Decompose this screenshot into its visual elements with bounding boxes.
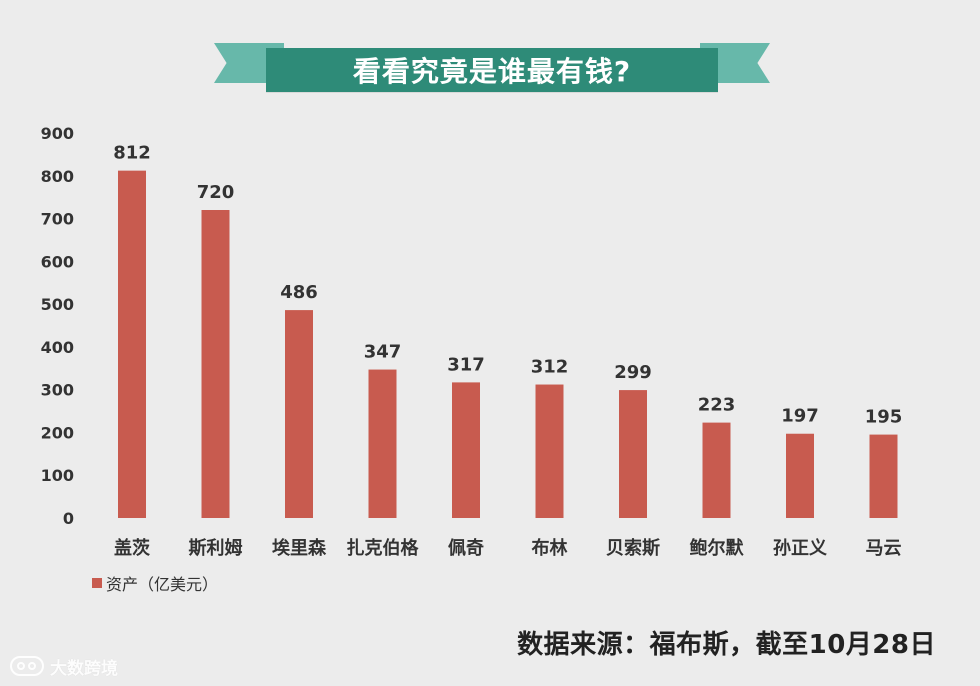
bar xyxy=(118,170,146,518)
data-label: 812 xyxy=(113,143,151,164)
legend-swatch xyxy=(92,578,102,588)
x-tick-label: 埃里森 xyxy=(272,537,327,559)
x-tick-label: 马云 xyxy=(866,538,902,559)
banner-main-panel: 看看究竟是谁最有钱? xyxy=(266,48,718,92)
data-label: 720 xyxy=(197,182,235,203)
watermark-logo-icon xyxy=(10,656,44,676)
y-tick-label: 200 xyxy=(41,423,74,442)
x-tick-label: 布林 xyxy=(532,537,568,559)
x-tick-label: 盖茨 xyxy=(114,537,150,559)
data-label: 347 xyxy=(364,342,402,363)
y-tick-label: 100 xyxy=(41,466,74,485)
bar xyxy=(201,210,230,518)
y-tick-label: 800 xyxy=(41,167,74,186)
chart-title: 看看究竟是谁最有钱? xyxy=(352,55,632,88)
x-tick-label: 斯利姆 xyxy=(189,537,243,559)
bar xyxy=(869,434,898,518)
bar xyxy=(702,422,731,518)
data-label: 317 xyxy=(447,354,485,375)
bar xyxy=(619,390,647,518)
data-source-note: 数据来源：福布斯，截至10月28日 xyxy=(517,630,936,660)
y-tick-label: 600 xyxy=(41,252,74,271)
legend-label: 资产（亿美元） xyxy=(106,575,219,594)
title-banner: 看看究竟是谁最有钱? xyxy=(214,40,770,96)
x-tick-label: 扎克伯格 xyxy=(347,537,420,559)
x-tick-label: 贝索斯 xyxy=(606,537,660,559)
y-tick-label: 500 xyxy=(41,295,74,314)
y-tick-label: 700 xyxy=(41,210,74,229)
bar xyxy=(786,433,814,518)
x-tick-label: 鲍尔默 xyxy=(690,537,745,559)
watermark-text: 大数跨境 xyxy=(50,658,118,679)
x-tick-label: 佩奇 xyxy=(448,537,484,559)
legend: 资产（亿美元） xyxy=(92,571,218,595)
x-tick-label: 孙正义 xyxy=(773,537,827,559)
data-label: 312 xyxy=(531,357,569,378)
watermark: 大数跨境 xyxy=(10,654,135,679)
y-tick-label: 900 xyxy=(41,124,74,143)
data-label: 486 xyxy=(280,282,318,303)
y-tick-label: 0 xyxy=(63,509,74,528)
bar xyxy=(535,384,564,518)
y-tick-label: 400 xyxy=(41,338,74,357)
bar xyxy=(285,310,313,518)
data-label: 299 xyxy=(614,362,652,383)
y-tick-label: 300 xyxy=(41,381,74,400)
bar xyxy=(452,382,480,518)
data-label: 223 xyxy=(698,395,736,416)
data-label: 197 xyxy=(781,406,819,427)
data-label: 195 xyxy=(865,407,903,428)
bar xyxy=(368,369,397,518)
